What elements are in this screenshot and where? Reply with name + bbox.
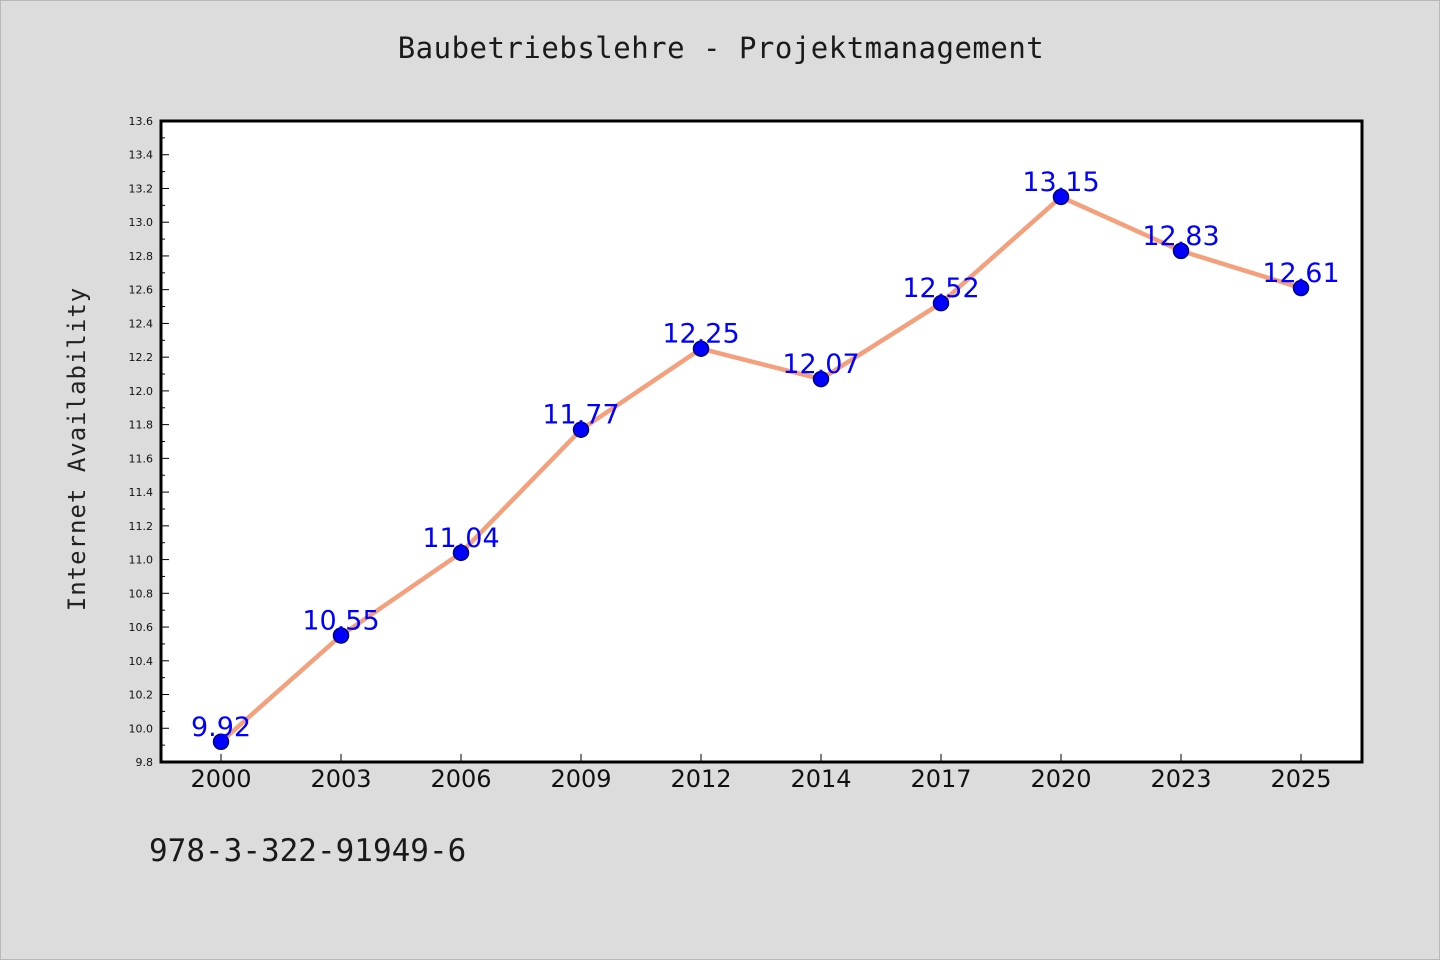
y-tick-label: 10.4 bbox=[129, 655, 154, 668]
data-label: 13.15 bbox=[1022, 167, 1099, 198]
x-tick-label: 2006 bbox=[430, 765, 491, 793]
x-tick-label: 2014 bbox=[790, 765, 851, 793]
y-tick-label: 12.4 bbox=[129, 317, 154, 330]
series-group bbox=[212, 188, 1310, 751]
x-tick-label: 2009 bbox=[550, 765, 611, 793]
y-tick-label: 12.2 bbox=[129, 351, 154, 364]
x-tick-label: 2012 bbox=[670, 765, 731, 793]
data-point bbox=[1172, 242, 1190, 260]
data-label: 9.92 bbox=[191, 712, 251, 743]
y-tick-label: 11.2 bbox=[129, 520, 154, 533]
data-point bbox=[812, 370, 830, 388]
data-point bbox=[572, 421, 590, 438]
plot-area bbox=[159, 119, 1364, 764]
y-tick-label: 11.6 bbox=[129, 452, 154, 465]
data-point bbox=[1292, 279, 1310, 297]
y-tick-label: 11.4 bbox=[129, 486, 154, 499]
data-label: 12.61 bbox=[1262, 258, 1339, 289]
data-label: 12.83 bbox=[1142, 221, 1219, 252]
y-tick-label: 12.8 bbox=[129, 250, 154, 263]
data-labels-group: 9.92 10.55 11.04 11.77 12.25 12.07 12.52 13.15 1… bbox=[191, 167, 1340, 743]
y-tick-label: 11.8 bbox=[129, 419, 154, 432]
y-tick-label: 13.0 bbox=[129, 216, 154, 229]
data-label: 12.52 bbox=[902, 273, 979, 304]
y-tick-label: 13.4 bbox=[129, 149, 154, 162]
data-label: 12.25 bbox=[662, 319, 739, 350]
y-tick-label: 13.6 bbox=[129, 115, 154, 128]
data-label: 10.55 bbox=[302, 605, 379, 636]
y-tick-label: 12.6 bbox=[129, 284, 154, 297]
data-point bbox=[332, 627, 350, 644]
x-tick-label: 2023 bbox=[1150, 765, 1211, 793]
data-point bbox=[212, 733, 230, 751]
data-point bbox=[692, 340, 710, 357]
data-label: 12.07 bbox=[782, 349, 859, 380]
y-tick-label: 10.0 bbox=[129, 722, 154, 735]
isbn-text: 978-3-322-91949-6 bbox=[149, 833, 467, 869]
data-point bbox=[1052, 188, 1070, 206]
x-axis: 2000 2003 2006 2009 2012 2014 2017 2020 2023 2025 bbox=[190, 754, 1332, 793]
y-axis: 9.8 10.0 10.2 10.4 10.6 10.8 11.0 11.2 11.4 11.6 1… bbox=[129, 115, 169, 769]
y-tick-label: 13.2 bbox=[129, 182, 154, 195]
y-tick-label: 9.8 bbox=[136, 756, 154, 769]
data-point bbox=[452, 544, 470, 562]
y-tick-label: 11.0 bbox=[129, 554, 154, 567]
data-point bbox=[932, 294, 950, 312]
data-label: 11.77 bbox=[542, 400, 619, 431]
x-tick-label: 2020 bbox=[1030, 765, 1091, 793]
x-tick-label: 2025 bbox=[1270, 765, 1331, 793]
y-tick-label: 10.6 bbox=[129, 621, 154, 634]
y-tick-label: 12.0 bbox=[129, 385, 154, 398]
y-tick-label: 10.2 bbox=[129, 689, 154, 702]
chart-title: Baubetriebslehre - Projektmanagement bbox=[397, 31, 1045, 65]
series-line bbox=[218, 194, 1304, 745]
x-tick-label: 2003 bbox=[310, 765, 371, 793]
y-tick-label: 10.8 bbox=[129, 587, 154, 600]
x-tick-label: 2017 bbox=[910, 765, 971, 793]
x-tick-label: 2000 bbox=[190, 765, 251, 793]
data-label: 11.04 bbox=[422, 523, 499, 554]
